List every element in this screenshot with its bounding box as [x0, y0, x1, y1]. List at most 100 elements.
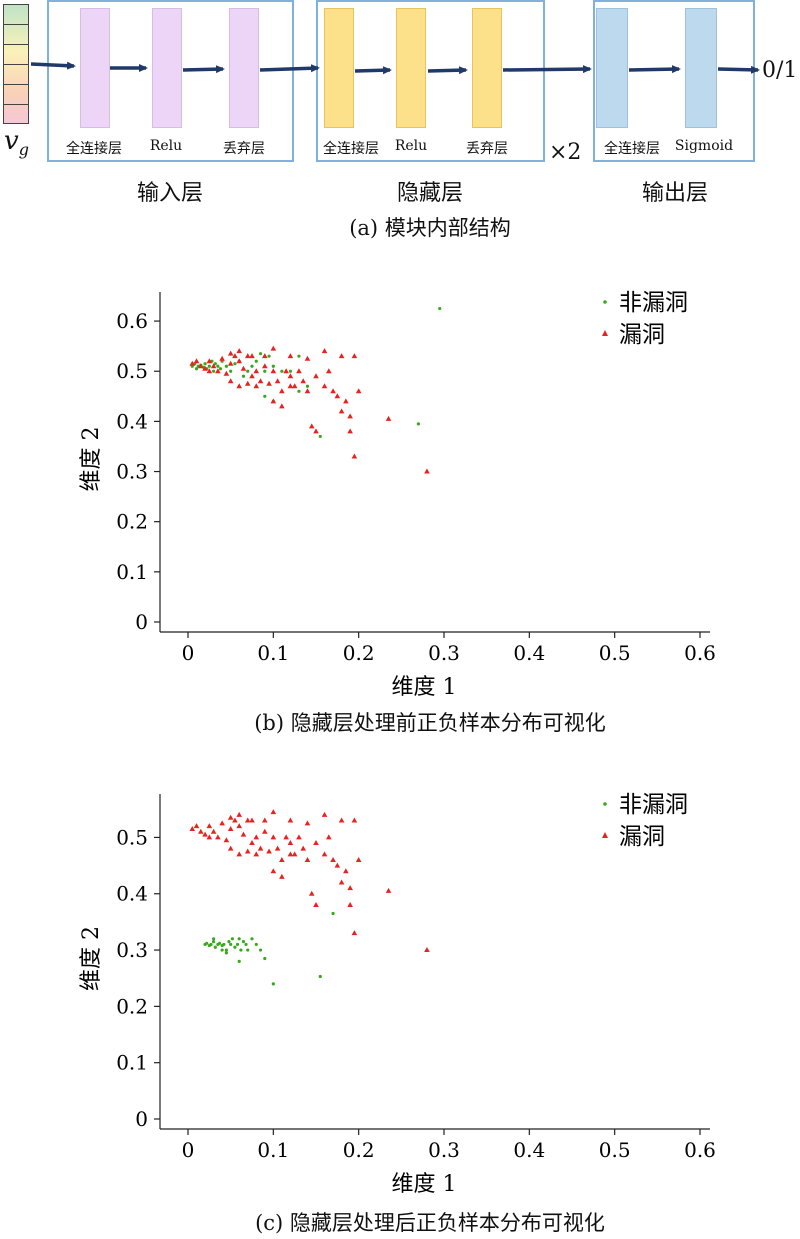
data-point-non-vulnerable [213, 945, 217, 949]
x-tick-label: 0.6 [684, 1138, 716, 1162]
data-point-non-vulnerable [246, 369, 250, 373]
caption-c: (c) 隐藏层处理后正负样本分布可视化 [255, 1211, 605, 1235]
arrow [259, 64, 320, 73]
x-tick-label: 0.1 [257, 641, 289, 665]
input-fc-block [80, 8, 110, 128]
arrow [717, 65, 760, 74]
data-point-vulnerable [283, 368, 289, 374]
data-point-vulnerable [287, 373, 294, 379]
data-point-vulnerable [355, 388, 362, 394]
input-relu-label: Relu [149, 138, 183, 154]
data-point-non-vulnerable [438, 306, 442, 311]
data-point-non-vulnerable [267, 354, 271, 358]
hidden-fc-label: 全连接层 [323, 141, 379, 157]
data-point-vulnerable [279, 873, 285, 879]
y-tick-label: 0.5 [116, 359, 148, 383]
hidden-layer-title: 隐藏层 [396, 181, 464, 206]
data-point-non-vulnerable [205, 941, 209, 945]
data-point-non-vulnerable [212, 940, 216, 944]
data-point-vulnerable [244, 848, 251, 854]
data-point-vulnerable [279, 856, 285, 862]
data-point-non-vulnerable [271, 982, 275, 986]
data-point-vulnerable [304, 355, 311, 361]
x-tick-label: 0.6 [684, 641, 716, 665]
data-point-non-vulnerable [297, 354, 301, 358]
data-point-non-vulnerable [244, 942, 248, 947]
data-point-vulnerable [287, 353, 294, 359]
data-point-vulnerable [304, 820, 311, 826]
data-point-vulnerable [232, 353, 238, 359]
arrow [30, 61, 76, 70]
data-point-vulnerable [215, 368, 221, 374]
data-point-vulnerable [236, 823, 242, 829]
y-tick-label: 0.1 [116, 1051, 148, 1075]
scatter-chart-after: 0 0.1 0.2 0.3 0.4 0.5 0.6 0 0.1 0.2 0.3 0.4 0.5 维度 1 维… [79, 792, 716, 1197]
data-point-vulnerable [270, 834, 277, 840]
data-point-non-vulnerable [254, 359, 258, 363]
hidden-fc-block [324, 8, 354, 128]
y-tick-label: 0.1 [116, 560, 148, 584]
data-point-vulnerable [270, 398, 277, 404]
arrow [502, 65, 592, 74]
input-dropout-block [229, 8, 259, 128]
data-point-vulnerable [347, 413, 353, 419]
data-point-vulnerable [253, 834, 260, 840]
data-point-non-vulnerable [241, 374, 246, 378]
data-point-non-vulnerable [229, 369, 233, 373]
data-point-non-vulnerable [213, 362, 217, 366]
data-point-vulnerable [330, 856, 336, 862]
scatter-chart-before: 0 0.1 0.2 0.3 0.4 0.5 0.6 0 0.1 0.2 0.3 0.4 0.5 0.6 维度… [79, 290, 716, 700]
arrow [354, 66, 392, 75]
data-point-vulnerable [279, 388, 285, 394]
input-symbol: vg [4, 126, 29, 160]
legend-label: 漏洞 [619, 824, 665, 850]
data-point-non-vulnerable [258, 948, 263, 952]
data-point-vulnerable [270, 868, 277, 874]
data-point-non-vulnerable [239, 948, 243, 952]
x-tick-label: 0 [182, 641, 195, 665]
data-point-vulnerable [351, 353, 358, 359]
data-point-vulnerable [291, 383, 298, 389]
x-tick-label: 0.5 [599, 641, 631, 665]
data-point-vulnerable [385, 887, 392, 893]
x-axis-label: 维度 1 [392, 1172, 457, 1197]
data-point-non-vulnerable [220, 948, 224, 952]
legend-label: 非漏洞 [619, 290, 688, 316]
input-layer-title: 输入层 [136, 181, 204, 206]
legend-marker-dot [603, 300, 607, 304]
data-point-non-vulnerable [263, 394, 267, 398]
data-point-non-vulnerable [218, 367, 223, 371]
data-point-vulnerable [287, 817, 294, 823]
x-tick-label: 0.5 [599, 1138, 631, 1162]
data-point-vulnerable [424, 947, 430, 953]
data-point-vulnerable [253, 368, 260, 374]
data-point-vulnerable [266, 380, 272, 386]
data-point-non-vulnerable [280, 369, 284, 373]
data-point-vulnerable [351, 453, 358, 459]
data-point-non-vulnerable [250, 364, 254, 368]
data-point-vulnerable [351, 930, 358, 936]
data-point-vulnerable [424, 468, 430, 474]
y-tick-label: 0.5 [116, 825, 148, 849]
output-fc-label: 全连接层 [604, 141, 660, 157]
data-point-vulnerable [249, 840, 255, 846]
data-point-vulnerable [223, 837, 230, 843]
data-point-vulnerable [206, 358, 213, 364]
data-point-vulnerable [283, 834, 289, 840]
y-tick-label: 0.2 [116, 510, 148, 534]
data-point-vulnerable [236, 358, 242, 364]
arrow [427, 66, 468, 75]
data-point-vulnerable [262, 363, 268, 369]
data-point-vulnerable [210, 828, 217, 834]
arrow [182, 65, 225, 74]
data-point-non-vulnerable [230, 937, 234, 941]
data-point-non-vulnerable [229, 942, 233, 947]
y-tick-label: 0.4 [116, 409, 148, 433]
data-point-vulnerable [262, 353, 268, 359]
output-fc-block [596, 8, 628, 128]
data-point-vulnerable [198, 363, 204, 369]
data-point-vulnerable [236, 811, 242, 817]
data-point-non-vulnerable [254, 942, 258, 947]
hidden-dropout-label: 丢弃层 [466, 141, 508, 157]
data-point-non-vulnerable [305, 384, 310, 388]
